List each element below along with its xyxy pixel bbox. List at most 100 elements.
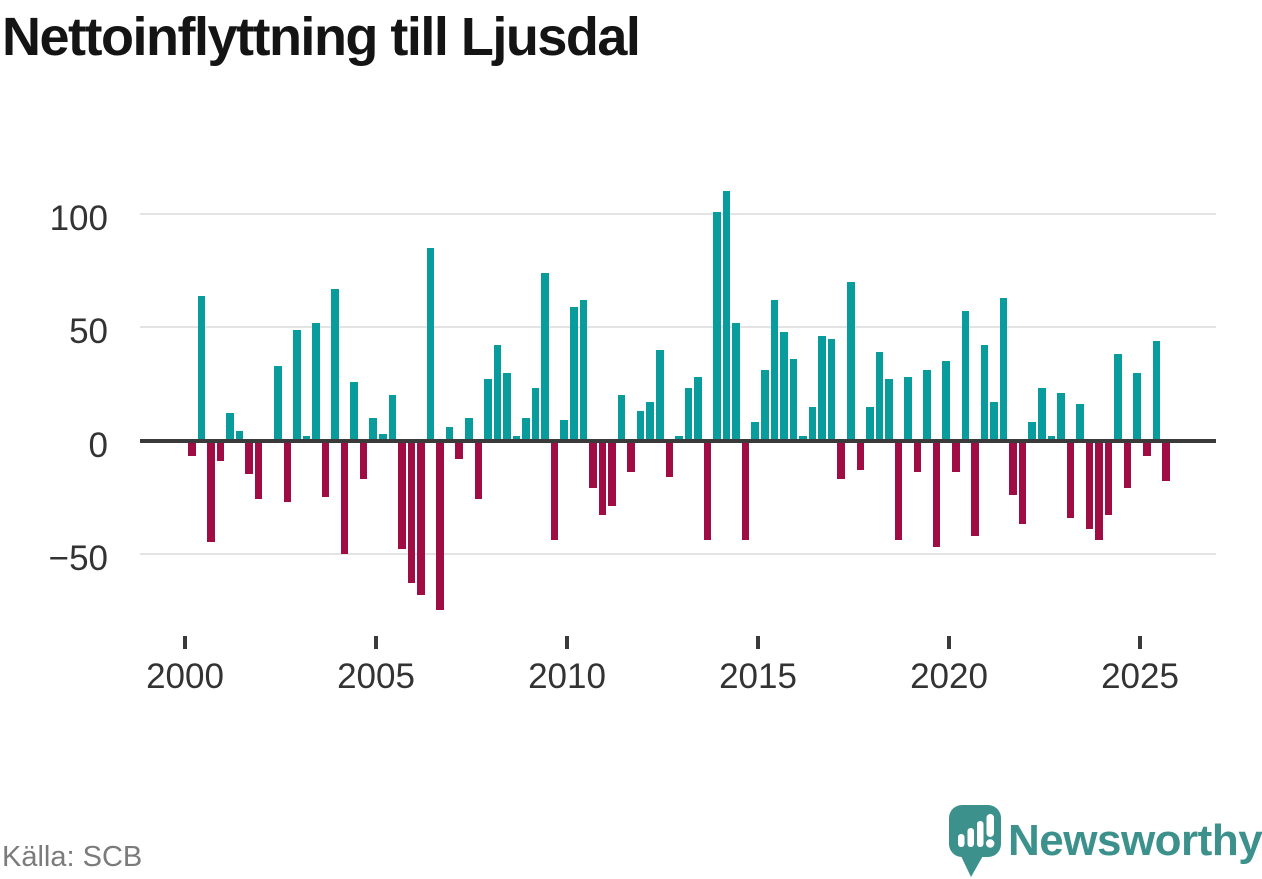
newsworthy-logo: Newsworthy xyxy=(948,802,1262,878)
bar-2000-Q2 xyxy=(197,295,206,441)
bar-2020-Q4 xyxy=(980,345,989,441)
bar-2001-Q1 xyxy=(226,413,234,441)
bar-2013-Q3 xyxy=(703,440,712,541)
bar-2017-Q4 xyxy=(866,406,874,441)
bar-2002-Q4 xyxy=(293,329,301,441)
bar-2000-Q1 xyxy=(188,440,196,457)
bar-2002-Q3 xyxy=(283,440,292,502)
bar-2019-Q4 xyxy=(942,361,951,441)
bar-2013-Q2 xyxy=(694,377,702,441)
y-tick-label-100: 100 xyxy=(49,199,108,238)
bar-2013-Q4 xyxy=(713,211,721,441)
bar-2018-Q4 xyxy=(904,377,912,441)
bar-2015-Q1 xyxy=(761,370,769,441)
bar-2006-Q4 xyxy=(445,426,454,441)
bar-2002-Q2 xyxy=(273,365,282,441)
bar-2022-Q1 xyxy=(1028,422,1036,441)
bar-2006-Q2 xyxy=(426,247,435,441)
gridline-50 xyxy=(140,326,1216,329)
bar-2025-Q2 xyxy=(1152,340,1161,441)
bar-2003-Q3 xyxy=(321,440,330,498)
x-tick-label-2005: 2005 xyxy=(337,657,415,696)
bar-2012-Q3 xyxy=(665,440,674,477)
x-tick-label-2025: 2025 xyxy=(1101,657,1179,696)
bar-2018-Q2 xyxy=(885,379,893,441)
bar-2012-Q1 xyxy=(646,401,654,441)
y-tick-label--50: −50 xyxy=(48,538,108,578)
bar-2022-Q2 xyxy=(1037,388,1046,441)
source-note: Källa: SCB xyxy=(2,841,143,873)
bar-2021-Q2 xyxy=(999,297,1008,441)
x-tick-label-2000: 2000 xyxy=(146,657,224,696)
bar-2017-Q3 xyxy=(856,440,865,470)
bar-2017-Q2 xyxy=(846,281,855,441)
bar-2024-Q2 xyxy=(1114,354,1122,441)
bar-2021-Q4 xyxy=(1018,440,1027,525)
bar-2010-Q3 xyxy=(589,440,597,489)
bar-2008-Q3 xyxy=(512,435,521,441)
bar-2014-Q1 xyxy=(722,191,731,441)
bar-2014-Q3 xyxy=(741,440,750,541)
bar-2011-Q2 xyxy=(617,395,626,441)
bar-2010-Q2 xyxy=(579,300,588,441)
bar-2020-Q3 xyxy=(971,440,979,536)
bar-2022-Q3 xyxy=(1047,435,1056,441)
bar-2003-Q4 xyxy=(331,288,339,441)
x-tick-mark-2010 xyxy=(565,636,569,649)
bar-2015-Q4 xyxy=(789,358,798,441)
x-tick-label-2020: 2020 xyxy=(910,657,988,696)
bar-2015-Q3 xyxy=(780,331,788,441)
x-tick-mark-2000 xyxy=(183,636,187,649)
bar-2007-Q4 xyxy=(484,379,492,441)
y-tick-label-50: 50 xyxy=(69,312,108,352)
bar-2000-Q4 xyxy=(216,440,225,461)
bar-2019-Q3 xyxy=(932,440,941,547)
bar-2004-Q2 xyxy=(350,381,358,441)
bar-2003-Q2 xyxy=(312,322,320,441)
bar-2014-Q2 xyxy=(732,322,740,441)
bar-2007-Q1 xyxy=(455,440,463,459)
bar-2009-Q4 xyxy=(560,420,569,441)
bar-2022-Q4 xyxy=(1057,392,1065,441)
bar-2023-Q2 xyxy=(1076,404,1084,441)
bar-2011-Q3 xyxy=(627,440,635,473)
bar-2016-Q4 xyxy=(827,338,836,441)
gridline--50 xyxy=(140,552,1216,555)
bar-2024-Q4 xyxy=(1133,372,1142,441)
bar-2025-Q1 xyxy=(1143,440,1151,457)
x-tick-mark-2020 xyxy=(947,636,951,649)
gridline-100 xyxy=(140,213,1216,215)
bar-2006-Q3 xyxy=(436,440,444,611)
x-tick-mark-2025 xyxy=(1138,636,1142,649)
bar-2001-Q2 xyxy=(235,431,244,441)
bar-2007-Q3 xyxy=(474,440,483,500)
bar-2006-Q1 xyxy=(417,440,425,595)
newsworthy-wordmark: Newsworthy xyxy=(1008,816,1262,865)
bar-2009-Q1 xyxy=(531,388,540,441)
bar-2008-Q2 xyxy=(503,372,511,441)
bar-2001-Q4 xyxy=(254,440,263,500)
bar-2012-Q4 xyxy=(675,435,683,441)
bar-2024-Q1 xyxy=(1104,440,1113,516)
bar-2003-Q1 xyxy=(302,435,311,441)
bar-2023-Q4 xyxy=(1095,440,1103,541)
bar-2011-Q4 xyxy=(636,411,645,441)
bar-2005-Q3 xyxy=(398,440,406,550)
bar-2009-Q3 xyxy=(550,440,559,541)
newsworthy-bubble-chart-icon xyxy=(949,805,1001,877)
bar-2001-Q3 xyxy=(245,440,253,475)
chart-title: Nettoinflyttning till Ljusdal xyxy=(2,7,641,67)
bar-2004-Q4 xyxy=(369,417,378,441)
bar-2016-Q1 xyxy=(799,435,807,441)
bar-2014-Q4 xyxy=(751,422,760,441)
x-tick-mark-2005 xyxy=(374,636,378,649)
bar-2004-Q3 xyxy=(359,440,368,479)
bar-2024-Q3 xyxy=(1123,440,1132,489)
bar-2009-Q2 xyxy=(541,272,549,441)
bar-2018-Q1 xyxy=(875,352,884,441)
x-tick-label-2015: 2015 xyxy=(719,657,797,696)
bar-2013-Q1 xyxy=(684,388,693,441)
bar-2004-Q1 xyxy=(340,440,349,554)
bar-2010-Q1 xyxy=(570,306,578,441)
